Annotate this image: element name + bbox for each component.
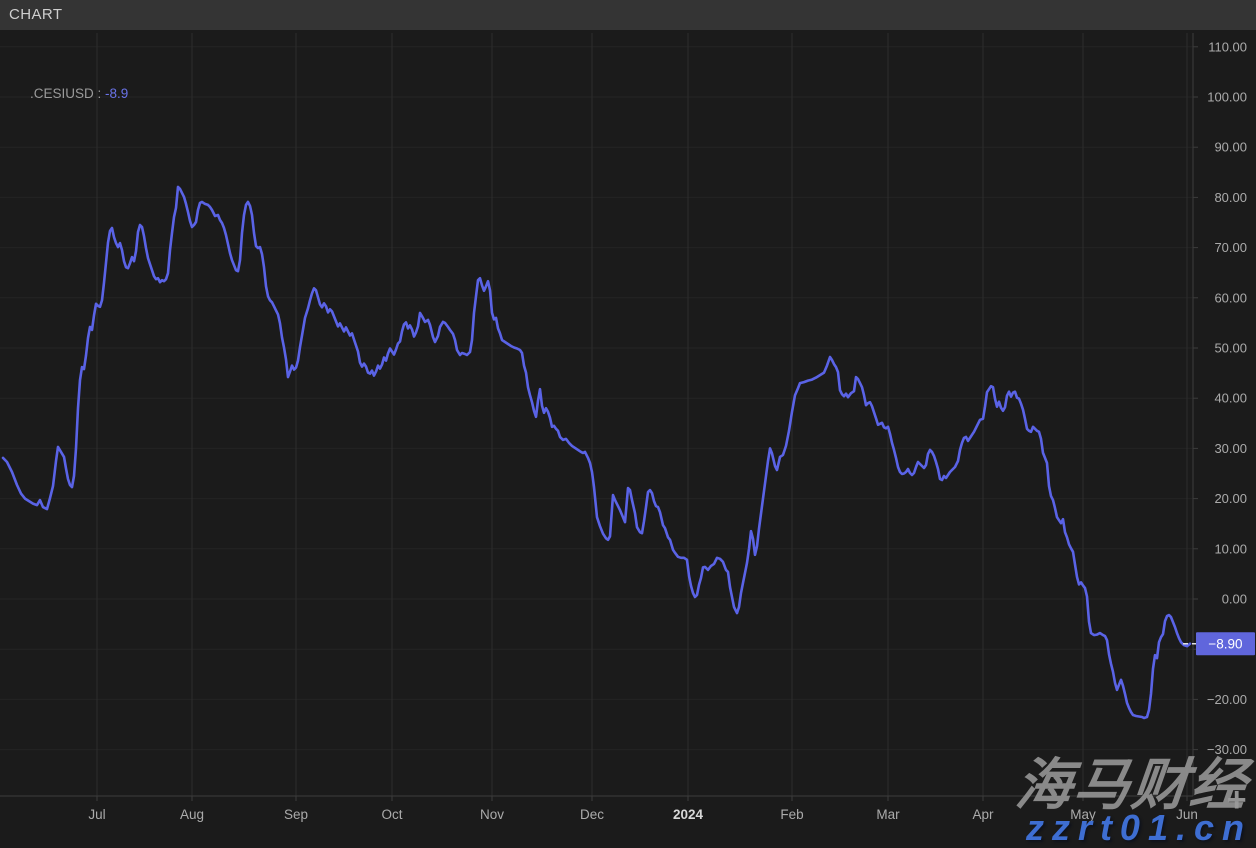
x-axis-label: Dec bbox=[580, 807, 604, 822]
y-axis-label: 110.00 bbox=[1208, 39, 1247, 54]
x-axis-label: Aug bbox=[180, 807, 204, 822]
y-axis-label: −20.00 bbox=[1207, 692, 1247, 707]
y-axis-label: 60.00 bbox=[1214, 290, 1247, 305]
x-axis-label: May bbox=[1070, 807, 1096, 822]
series-symbol: .CESIUSD bbox=[30, 86, 94, 101]
x-axis-label: Jun bbox=[1176, 807, 1198, 822]
x-axis-label: Jul bbox=[88, 807, 105, 822]
panel-titlebar: CHART bbox=[0, 0, 1256, 30]
x-axis-label: Nov bbox=[480, 807, 504, 822]
y-axis-label: −30.00 bbox=[1207, 742, 1247, 757]
last-price-badge-label: −8.90 bbox=[1208, 636, 1242, 651]
x-axis-label: Feb bbox=[780, 807, 803, 822]
price-line-cesiusd bbox=[1, 185, 1192, 720]
y-axis-label: 80.00 bbox=[1214, 190, 1247, 205]
y-axis-label: 70.00 bbox=[1214, 240, 1247, 255]
y-axis-label: 100.00 bbox=[1207, 90, 1247, 105]
panel-title: CHART bbox=[9, 6, 63, 23]
x-axis-label: 2024 bbox=[673, 807, 704, 822]
x-axis-label: Mar bbox=[876, 807, 900, 822]
series-legend: .CESIUSD : -8.9 bbox=[30, 86, 128, 101]
last-price-badge bbox=[1196, 632, 1255, 656]
x-axis-label: Apr bbox=[972, 807, 994, 822]
y-axis-label: 50.00 bbox=[1214, 341, 1247, 356]
y-axis-label: 0.00 bbox=[1222, 592, 1247, 607]
y-axis-label: 10.00 bbox=[1214, 541, 1247, 556]
y-axis-label: 20.00 bbox=[1214, 491, 1247, 506]
series-last-value: -8.9 bbox=[105, 86, 129, 101]
chart-area[interactable]: 110.00 100.00 90.00 80.00 70.00 60.00 50.00 40.… bbox=[0, 30, 1256, 847]
x-axis-label: Sep bbox=[284, 807, 308, 822]
price-chart-svg[interactable]: 110.00 100.00 90.00 80.00 70.00 60.00 50.00 40.… bbox=[0, 30, 1256, 847]
x-axis-label: Oct bbox=[381, 807, 402, 822]
y-axis-label: 30.00 bbox=[1214, 441, 1247, 456]
legend-separator: : bbox=[93, 86, 106, 101]
y-axis-label: 90.00 bbox=[1214, 140, 1247, 155]
y-axis-label: 40.00 bbox=[1214, 391, 1247, 406]
